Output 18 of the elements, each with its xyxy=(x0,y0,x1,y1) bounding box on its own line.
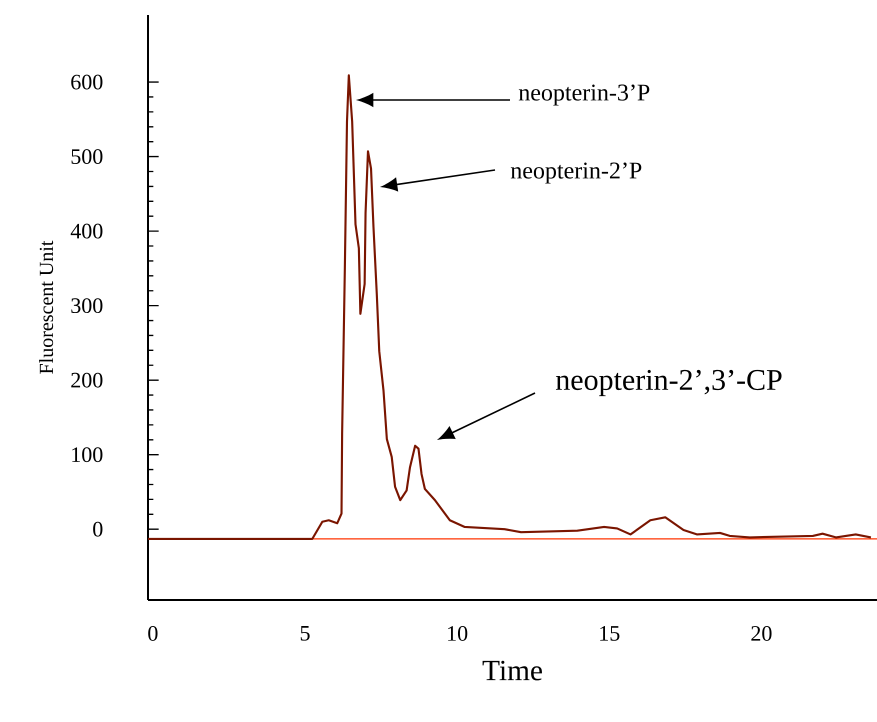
x-tick-label: 0 xyxy=(148,626,158,641)
y-tick-label: 200 xyxy=(71,372,102,388)
x-tick-label: 15 xyxy=(600,626,620,641)
y-tick-label: 0 xyxy=(93,522,102,537)
annotation: neopterin-2’,3’-CP xyxy=(556,370,782,396)
annotation: neopterin-2’P xyxy=(510,162,642,184)
x-axis-title: Time xyxy=(482,660,542,680)
x-tick-label: 10 xyxy=(448,626,468,641)
line-series xyxy=(146,74,872,540)
y-tick-label: 300 xyxy=(71,298,102,314)
x-tick-label: 20 xyxy=(751,626,772,641)
y-tick-label: 400 xyxy=(70,224,102,239)
y-tick-label: 600 xyxy=(71,74,102,90)
y-tick-label: 100 xyxy=(72,447,102,462)
x-tick-label: 5 xyxy=(300,626,310,641)
y-axis-title: Fluorescent Unit xyxy=(39,240,54,374)
y-tick-label: 500 xyxy=(72,149,102,164)
annotation: neopterin-3’P xyxy=(518,84,650,106)
